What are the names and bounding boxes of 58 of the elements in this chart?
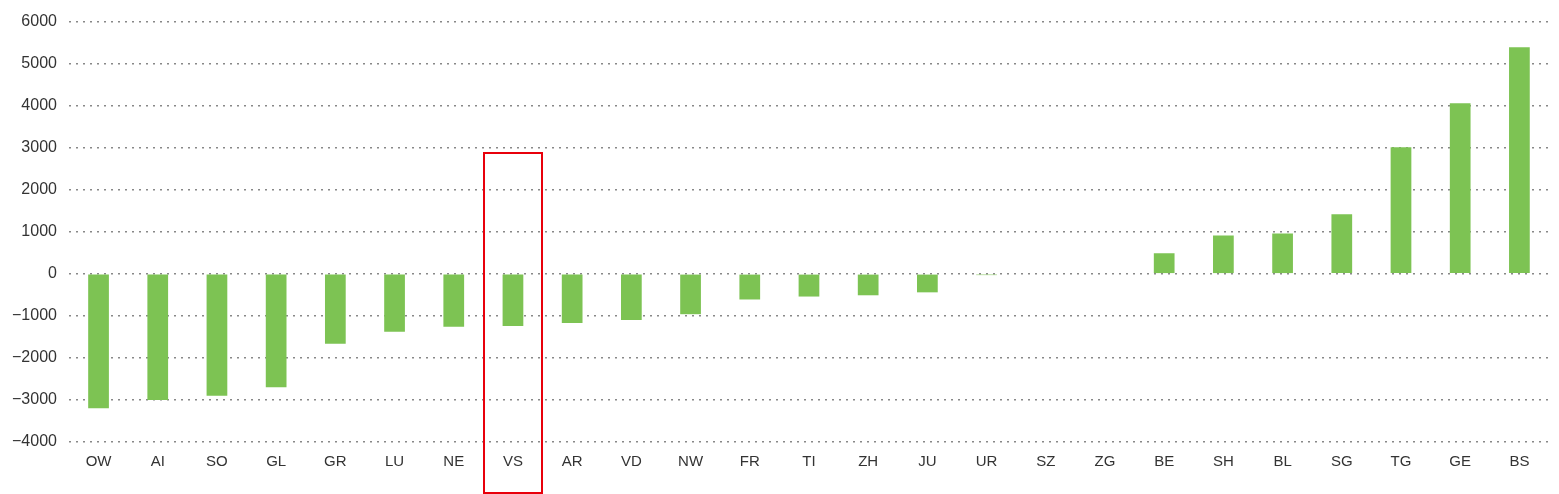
y-tick-label: 3000 [21, 138, 58, 156]
x-tick-label: GL [266, 452, 287, 470]
x-tick-label: ZG [1094, 452, 1116, 470]
y-tick-label: −1000 [12, 306, 58, 324]
bar [621, 274, 642, 321]
x-tick-label: SH [1212, 452, 1234, 470]
bar [798, 274, 820, 297]
bar [1449, 103, 1471, 274]
x-tick-label: NE [443, 452, 465, 470]
bar [206, 274, 228, 396]
bar [324, 274, 346, 344]
x-tick-label: LU [384, 452, 405, 470]
bar [739, 274, 761, 300]
x-tick-label: VS [502, 452, 523, 470]
bar [265, 274, 287, 388]
bar [561, 274, 583, 324]
y-tick-label: 2000 [21, 180, 58, 198]
bar [502, 274, 524, 326]
bar [88, 274, 109, 409]
y-tick-label: 4000 [21, 96, 58, 114]
bar [1331, 214, 1353, 274]
bar [1272, 233, 1293, 274]
x-tick-label: GR [324, 452, 347, 470]
x-tick-label: TI [802, 452, 816, 470]
x-tick-label: AI [150, 452, 165, 470]
x-tick-label: NW [678, 452, 704, 470]
bar [384, 274, 405, 332]
x-tick-label: GE [1449, 452, 1472, 470]
y-tick-label: 6000 [21, 12, 58, 30]
y-tick-label: −2000 [12, 348, 58, 366]
x-tick-label: BL [1273, 452, 1292, 470]
bar [1390, 147, 1412, 274]
y-tick-label: 0 [48, 264, 58, 282]
y-tick-label: 1000 [21, 222, 58, 240]
x-tick-label: UR [975, 452, 998, 470]
x-tick-label: BE [1154, 452, 1175, 470]
x-tick-label: TG [1390, 452, 1412, 470]
x-tick-label: SG [1330, 452, 1353, 470]
x-tick-label: OW [85, 452, 113, 470]
y-tick-label: −3000 [12, 390, 58, 408]
x-tick-label: JU [918, 452, 937, 470]
bar [1153, 253, 1175, 274]
bar [1509, 47, 1530, 274]
x-tick-label: ZH [858, 452, 879, 470]
bar [857, 274, 879, 296]
bar [917, 274, 938, 293]
bar [443, 274, 465, 327]
bar [1213, 235, 1234, 274]
x-tick-label: BS [1509, 452, 1530, 470]
y-tick-label: 5000 [21, 54, 58, 72]
bar [147, 274, 169, 400]
x-tick-label: SZ [1036, 452, 1056, 470]
x-tick-label: SO [206, 452, 228, 470]
bar [680, 274, 701, 315]
x-tick-label: FR [739, 452, 760, 470]
x-tick-label: AR [561, 452, 583, 470]
x-tick-label: VD [620, 452, 642, 470]
y-tick-label: −4000 [12, 432, 58, 450]
